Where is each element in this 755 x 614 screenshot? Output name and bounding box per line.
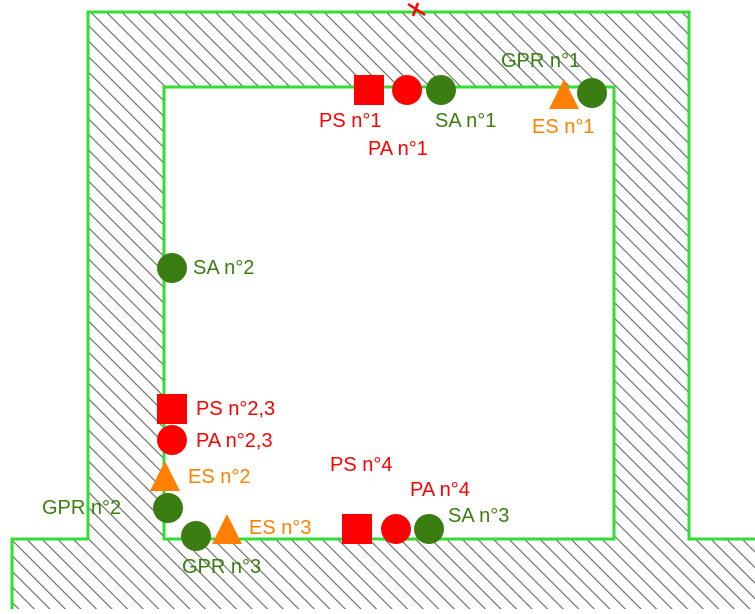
- gpr2-marker: [153, 493, 183, 523]
- pa4-label: PA n°4: [410, 479, 470, 501]
- cross-mark-icon: [407, 2, 426, 17]
- outer-wall-outline: [10, 10, 755, 609]
- wall-hatching: [12, 12, 755, 609]
- pa23-label: PA n°2,3: [196, 430, 273, 452]
- es1-marker: [549, 79, 579, 109]
- sa1-label: SA n°1: [435, 110, 497, 132]
- pa23-marker: [157, 425, 187, 455]
- es2-label: ES n°2: [188, 466, 251, 488]
- pa1-label: PA n°1: [368, 138, 428, 160]
- sa3-marker: [414, 514, 444, 544]
- es1-label: ES n°1: [532, 116, 595, 138]
- es3-label: ES n°3: [249, 517, 312, 539]
- ps23-marker: [157, 394, 187, 424]
- ps23-label: PS n°2,3: [196, 398, 276, 420]
- gpr3-marker: [181, 521, 211, 551]
- gpr2-label: GPR n°2: [42, 497, 122, 519]
- gpr3-label: GPR n°3: [182, 556, 262, 578]
- sa2-marker: [157, 253, 187, 283]
- sa1-marker: [426, 75, 456, 105]
- pa1-marker: [392, 75, 422, 105]
- sa3-label: SA n°3: [448, 505, 510, 527]
- gpr1-label: GPR n°1: [501, 50, 581, 72]
- es2-marker: [150, 461, 180, 491]
- ps1-marker: [354, 75, 384, 105]
- es3-marker: [212, 514, 242, 544]
- pa4-marker: [381, 514, 411, 544]
- ps1-label: PS n°1: [319, 110, 382, 132]
- sa2-label: SA n°2: [193, 257, 255, 279]
- gpr1-marker: [577, 78, 607, 108]
- ps4-marker: [342, 514, 372, 544]
- ps4-label: PS n°4: [330, 454, 393, 476]
